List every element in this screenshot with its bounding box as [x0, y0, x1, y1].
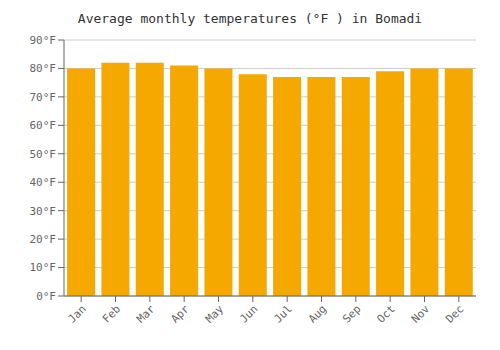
svg-text:80°F: 80°F: [30, 62, 57, 75]
html-text:Average monthly temperatures (: Average monthly temperatures (°F ) in Bo…: [77, 11, 423, 26]
svg-text:60°F: 60°F: [30, 119, 57, 132]
svg-text:Jun: Jun: [237, 302, 260, 325]
svg-text:90°F: 90°F: [30, 34, 57, 47]
svg-text:Nov: Nov: [409, 302, 433, 326]
svg-text:70°F: 70°F: [30, 91, 57, 104]
svg-text:Jan: Jan: [66, 302, 89, 325]
svg-text:Jul: Jul: [272, 302, 295, 325]
svg-text:Aug: Aug: [306, 302, 329, 325]
svg-text:0°F: 0°F: [36, 290, 56, 303]
svg-text:20°F: 20°F: [30, 233, 57, 246]
svg-text:Feb: Feb: [100, 302, 123, 325]
svg-text:10°F: 10°F: [30, 261, 57, 274]
svg-text:Oct: Oct: [375, 302, 398, 325]
svg-text:Dec: Dec: [443, 302, 466, 325]
svg-text:Sep: Sep: [340, 302, 363, 325]
svg-text:50°F: 50°F: [30, 148, 57, 161]
svg-text:40°F: 40°F: [30, 176, 57, 189]
svg-text:Apr: Apr: [169, 302, 193, 326]
svg-text:Mar: Mar: [134, 302, 158, 326]
svg-text:May: May: [203, 302, 227, 326]
svg-text:30°F: 30°F: [30, 205, 57, 218]
